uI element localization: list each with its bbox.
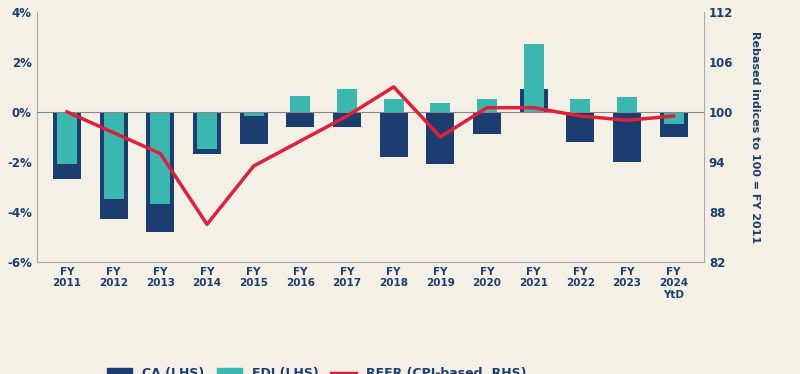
Bar <box>146 112 174 232</box>
Bar <box>57 112 77 164</box>
Bar <box>570 99 590 112</box>
Bar <box>100 112 128 219</box>
Bar <box>566 112 594 142</box>
Bar <box>426 112 454 164</box>
Bar <box>103 112 124 199</box>
Bar <box>286 112 314 127</box>
Bar <box>150 112 170 204</box>
Bar <box>617 97 637 112</box>
Bar <box>243 112 264 116</box>
Bar <box>337 89 357 112</box>
Bar <box>613 112 641 162</box>
Bar <box>660 112 688 137</box>
Bar <box>520 89 548 112</box>
Bar <box>380 112 408 157</box>
Bar <box>193 112 221 154</box>
Bar <box>523 45 544 112</box>
Bar <box>430 103 450 112</box>
Bar <box>290 96 310 112</box>
Legend: CA (LHS), FDI (LHS), REER (CPI-based, RHS): CA (LHS), FDI (LHS), REER (CPI-based, RH… <box>102 362 532 374</box>
Bar <box>473 112 501 134</box>
Bar <box>477 99 497 112</box>
Bar <box>663 112 684 125</box>
Y-axis label: Rebased indices to 100 = FY 2011: Rebased indices to 100 = FY 2011 <box>750 31 760 243</box>
Bar <box>240 112 268 144</box>
Bar <box>53 112 81 180</box>
Bar <box>383 99 404 112</box>
Bar <box>197 112 217 149</box>
Bar <box>333 112 361 127</box>
